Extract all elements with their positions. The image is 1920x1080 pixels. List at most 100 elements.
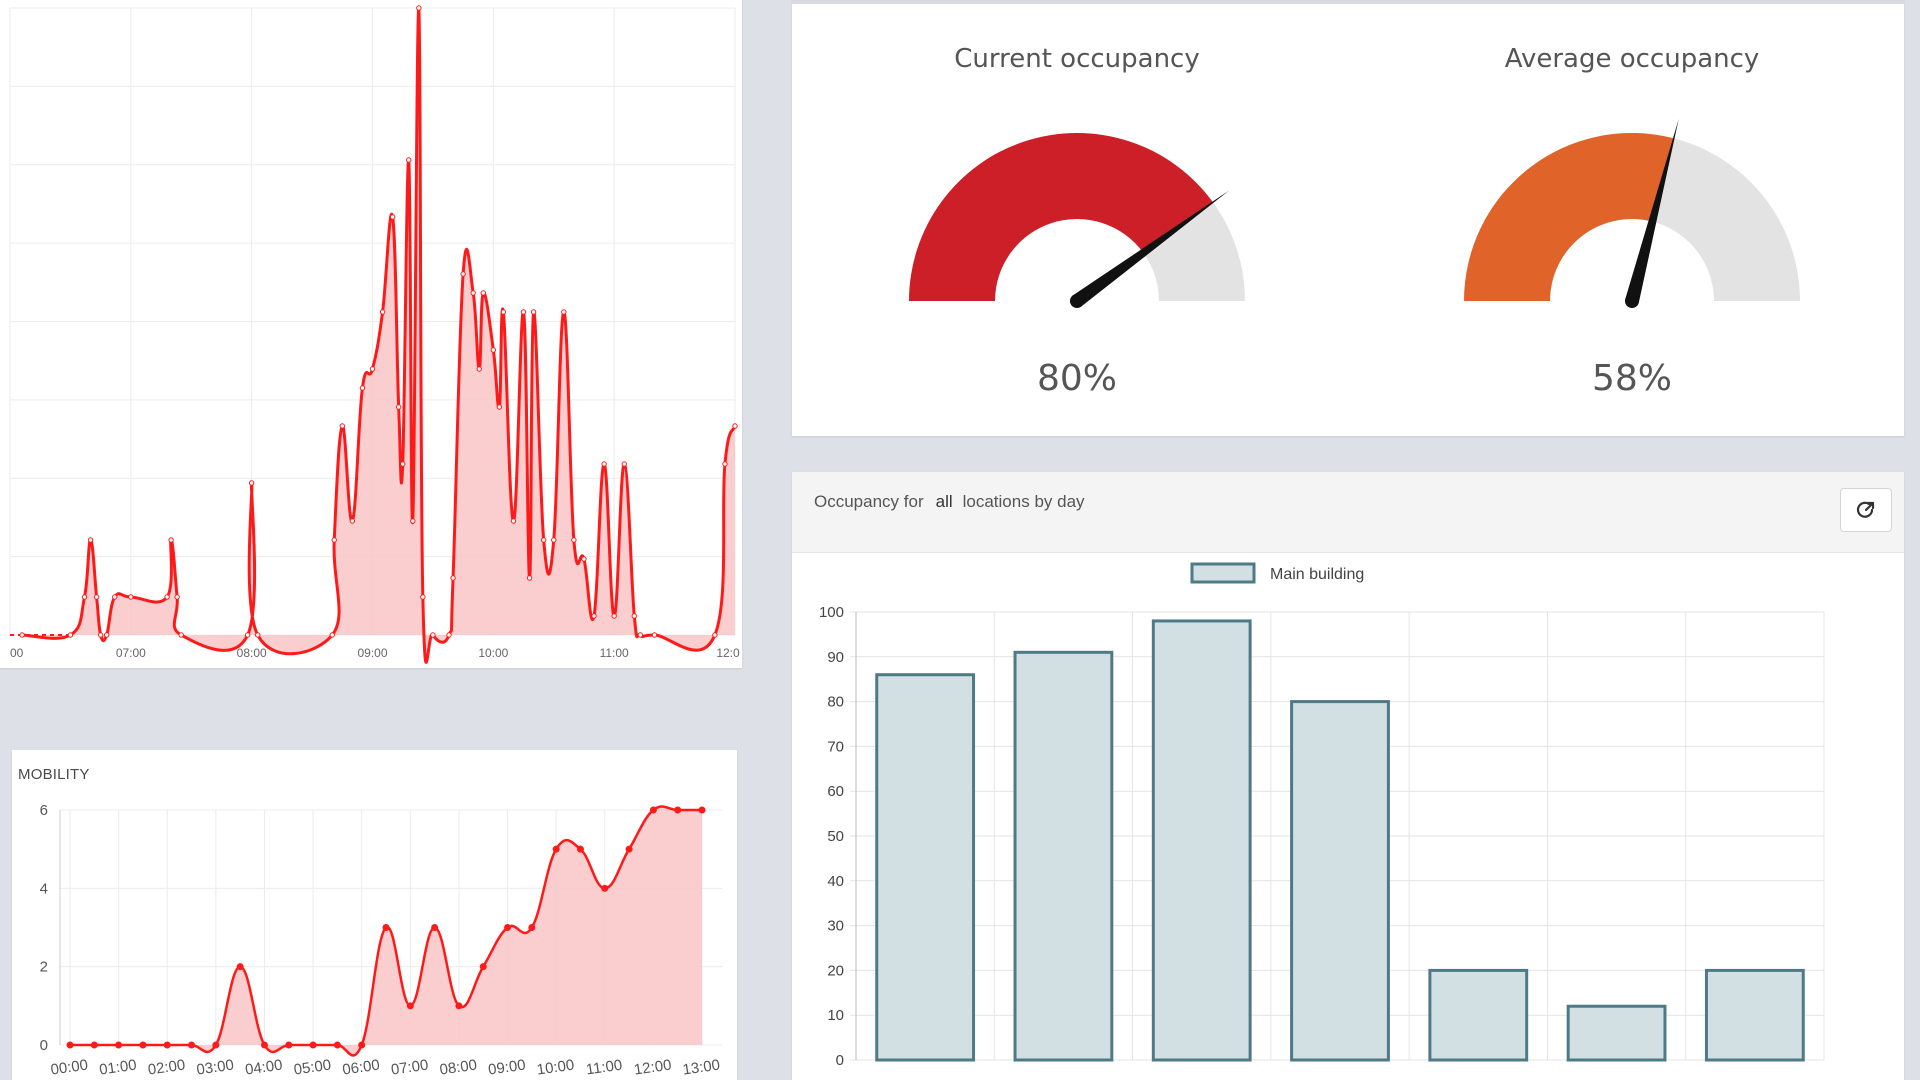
x-tick-label: 07:00 <box>390 1057 430 1079</box>
data-point <box>712 632 718 638</box>
y-tick-label: 2 <box>40 959 48 976</box>
data-point <box>19 632 25 638</box>
x-tick-label: 10:00 <box>478 646 508 660</box>
current-occupancy-label: Current occupancy <box>954 44 1200 74</box>
x-tick-label: 10:00 <box>536 1057 576 1079</box>
data-point <box>625 845 633 853</box>
mobility-title: MOBILITY <box>18 766 90 783</box>
data-point <box>540 537 547 543</box>
data-point <box>163 1041 171 1049</box>
x-tick-label: 13:00 <box>682 1057 722 1079</box>
y-tick-label: 100 <box>819 604 844 621</box>
data-point <box>496 404 503 410</box>
data-point <box>611 613 617 619</box>
data-point <box>358 1041 366 1049</box>
data-point <box>520 309 527 315</box>
y-tick-label: 80 <box>827 694 844 711</box>
bar <box>1013 650 1114 1062</box>
data-point <box>93 594 100 600</box>
data-point <box>476 366 482 372</box>
data-point <box>552 845 560 853</box>
bar <box>1151 619 1252 1062</box>
title-suffix: locations by day <box>962 492 1085 511</box>
export-button[interactable] <box>1840 488 1892 532</box>
title-prefix: Occupancy for <box>814 492 924 511</box>
data-point <box>236 963 244 971</box>
gauge-needle-hub <box>1625 294 1639 308</box>
data-point <box>651 632 658 638</box>
data-point <box>581 556 587 562</box>
gauge-needle <box>1625 118 1679 303</box>
data-point <box>331 537 337 543</box>
data-point <box>450 575 456 581</box>
data-point <box>67 632 74 638</box>
data-point <box>168 537 174 543</box>
data-point <box>379 309 386 315</box>
data-point <box>382 924 390 931</box>
data-point <box>66 1041 74 1049</box>
x-tick-label: 09:00 <box>487 1057 527 1079</box>
data-point <box>530 309 537 315</box>
gauge-needle <box>1072 190 1230 307</box>
data-point <box>97 632 104 638</box>
data-point <box>621 461 627 467</box>
x-tick-label: 02:00 <box>147 1057 187 1079</box>
x-tick-label: 00 <box>10 646 24 660</box>
data-point <box>389 214 396 220</box>
location-scope[interactable]: all <box>935 492 953 511</box>
data-point <box>430 632 436 638</box>
y-tick-label: 0 <box>40 1037 48 1054</box>
data-point <box>490 347 497 353</box>
data-point <box>174 594 180 600</box>
data-point <box>510 518 517 524</box>
data-point <box>178 632 184 638</box>
data-point <box>674 806 682 814</box>
y-tick-label: 6 <box>40 802 48 819</box>
mobility-chart-panel: MOBILITY 00:00 01:00 02:00 03:00 04:00 05:00 0… <box>12 750 737 1080</box>
gauge-needle-hub <box>1070 294 1084 308</box>
x-tick-label: 01:00 <box>98 1057 138 1079</box>
data-point <box>601 461 607 467</box>
x-tick-label: 05:00 <box>293 1057 333 1079</box>
data-point <box>591 613 597 619</box>
data-point <box>455 1002 463 1010</box>
data-point <box>631 613 638 619</box>
data-point <box>698 806 706 814</box>
data-point <box>244 632 251 638</box>
data-point <box>87 537 94 543</box>
data-point <box>329 632 335 638</box>
occupancy-by-day-header: Occupancy for all locations by day <box>792 472 1904 553</box>
data-point <box>500 309 507 315</box>
data-point <box>128 594 134 600</box>
data-point <box>103 632 110 638</box>
data-point <box>115 1041 123 1049</box>
data-point <box>420 594 426 600</box>
data-point <box>248 480 255 486</box>
data-point <box>561 309 567 315</box>
bar <box>1290 700 1390 1062</box>
x-tick-label: 06:00 <box>341 1057 381 1079</box>
data-point <box>255 632 261 638</box>
data-point <box>395 404 402 410</box>
x-tick-label: 03:00 <box>195 1057 235 1079</box>
occupancy-bar-chart: 0 10 20 30 40 50 60 70 80 90 100 Main building <box>819 562 1825 1069</box>
data-point <box>139 1041 147 1049</box>
data-point <box>431 924 439 931</box>
occupancy-gauges-panel: Current occupancy Average occupancy 80% … <box>792 0 1904 436</box>
data-point <box>732 423 738 429</box>
data-point <box>551 537 557 543</box>
x-tick-label: 12:00 <box>633 1057 673 1079</box>
occupancy-by-day-panel: Occupancy for all locations by day 0 10 20 30… <box>792 472 1904 1080</box>
legend-swatch <box>1190 562 1256 584</box>
data-point <box>722 461 728 467</box>
external-link-icon <box>1856 501 1875 518</box>
y-tick-label: 30 <box>827 918 844 935</box>
x-tick-label: 04:00 <box>244 1057 284 1079</box>
average-occupancy-gauge <box>1464 118 1800 308</box>
data-point <box>470 290 476 296</box>
data-point <box>479 963 487 971</box>
data-point <box>400 461 406 467</box>
mobility-chart: 00:00 01:00 02:00 03:00 04:00 05:00 06:00 07:00… <box>40 802 722 1079</box>
data-point <box>349 518 356 524</box>
bar <box>1428 968 1529 1062</box>
